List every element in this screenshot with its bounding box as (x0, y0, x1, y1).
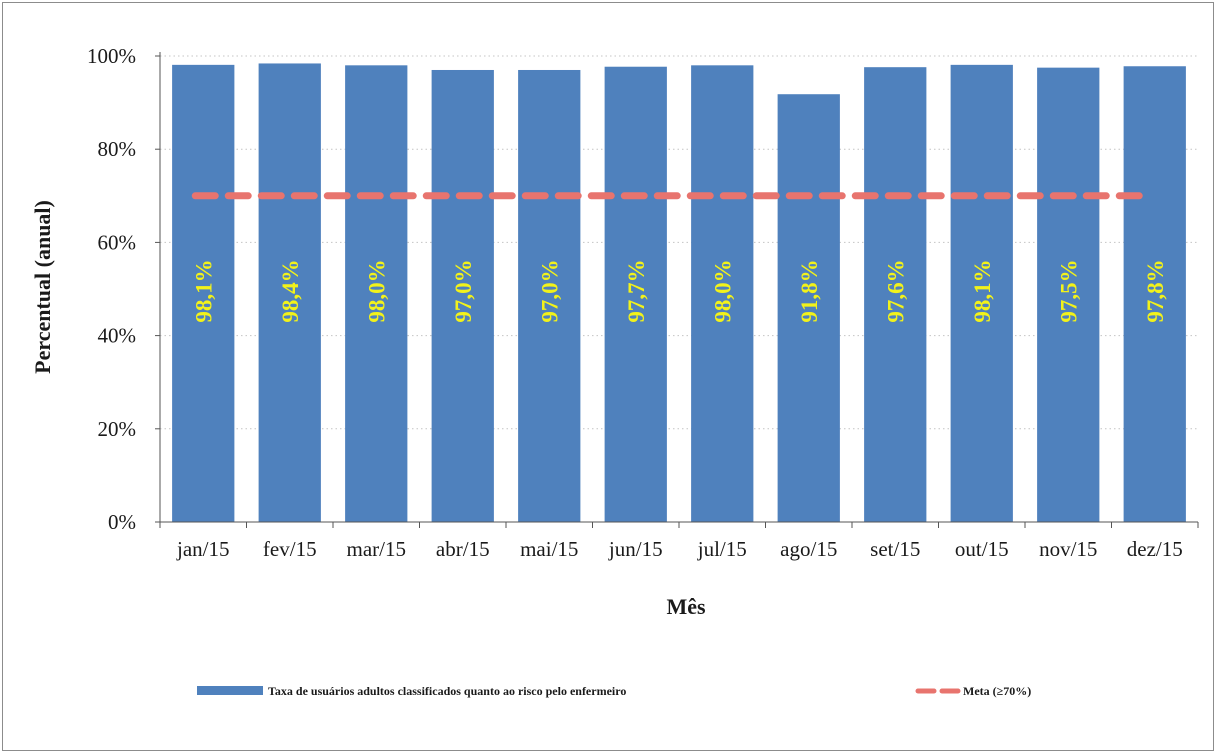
x-tick-label: dez/15 (1127, 537, 1183, 561)
data-label: 97,5% (1056, 259, 1081, 322)
x-tick-label: out/15 (955, 537, 1009, 561)
x-tick-label: jun/15 (608, 537, 663, 561)
legend-label-meta: Meta (≥70%) (963, 684, 1031, 698)
bar (345, 65, 408, 522)
bar (864, 67, 927, 523)
data-label: 97,0% (451, 259, 476, 322)
x-tick-label: fev/15 (263, 537, 317, 561)
data-label: 91,8% (797, 259, 822, 322)
x-axis-label: Mês (666, 594, 706, 619)
x-tick-label: ago/15 (780, 537, 837, 561)
y-tick-label: 60% (98, 230, 137, 254)
y-tick-label: 0% (108, 510, 136, 534)
data-label: 98,1% (970, 259, 995, 322)
axes (155, 52, 1199, 528)
data-labels: 98,1% 98,4% 98,0% 97,0% 97,0% 97,7% 98,0% 91,8%… (191, 259, 1168, 322)
bar (604, 66, 667, 522)
bar (431, 69, 494, 522)
bar (1123, 66, 1186, 522)
data-label: 97,0% (537, 259, 562, 322)
data-label: 98,0% (364, 259, 389, 322)
y-tick-label: 20% (98, 417, 137, 441)
bar (258, 63, 321, 523)
data-label: 97,6% (883, 259, 908, 322)
data-label: 97,8% (1143, 259, 1168, 322)
bar (950, 64, 1013, 522)
legend-label-bars: Taxa de usuários adultos classificados q… (268, 684, 626, 698)
y-tick-label: 100% (87, 44, 136, 68)
data-label: 98,1% (191, 259, 216, 322)
bar (518, 69, 581, 522)
legend: Taxa de usuários adultos classificados q… (197, 684, 1031, 698)
bars (172, 63, 1186, 523)
x-tick-label: abr/15 (436, 537, 490, 561)
y-tick-label: 40% (98, 324, 137, 348)
y-tick-labels: 0% 20% 40% 60% 80% 100% (87, 44, 136, 534)
data-label: 97,7% (624, 259, 649, 322)
bar (691, 65, 754, 522)
y-axis-label: Percentual (anual) (30, 200, 55, 374)
bar (1037, 67, 1100, 523)
x-tick-label: nov/15 (1039, 537, 1097, 561)
x-tick-label: jan/15 (176, 537, 230, 561)
x-tick-label: jul/15 (697, 537, 747, 561)
bar (777, 94, 840, 522)
x-tick-label: mai/15 (520, 537, 578, 561)
x-tick-label: mar/15 (347, 537, 406, 561)
legend-swatch-bars (197, 686, 263, 695)
x-tick-labels: jan/15 fev/15 mar/15 abr/15 mai/15 jun/15 jul/… (176, 537, 1183, 561)
bar (172, 64, 235, 522)
x-tick-label: set/15 (870, 537, 920, 561)
gridlines (160, 55, 1198, 430)
y-tick-label: 80% (98, 137, 137, 161)
data-label: 98,0% (710, 259, 735, 322)
data-label: 98,4% (278, 259, 303, 322)
